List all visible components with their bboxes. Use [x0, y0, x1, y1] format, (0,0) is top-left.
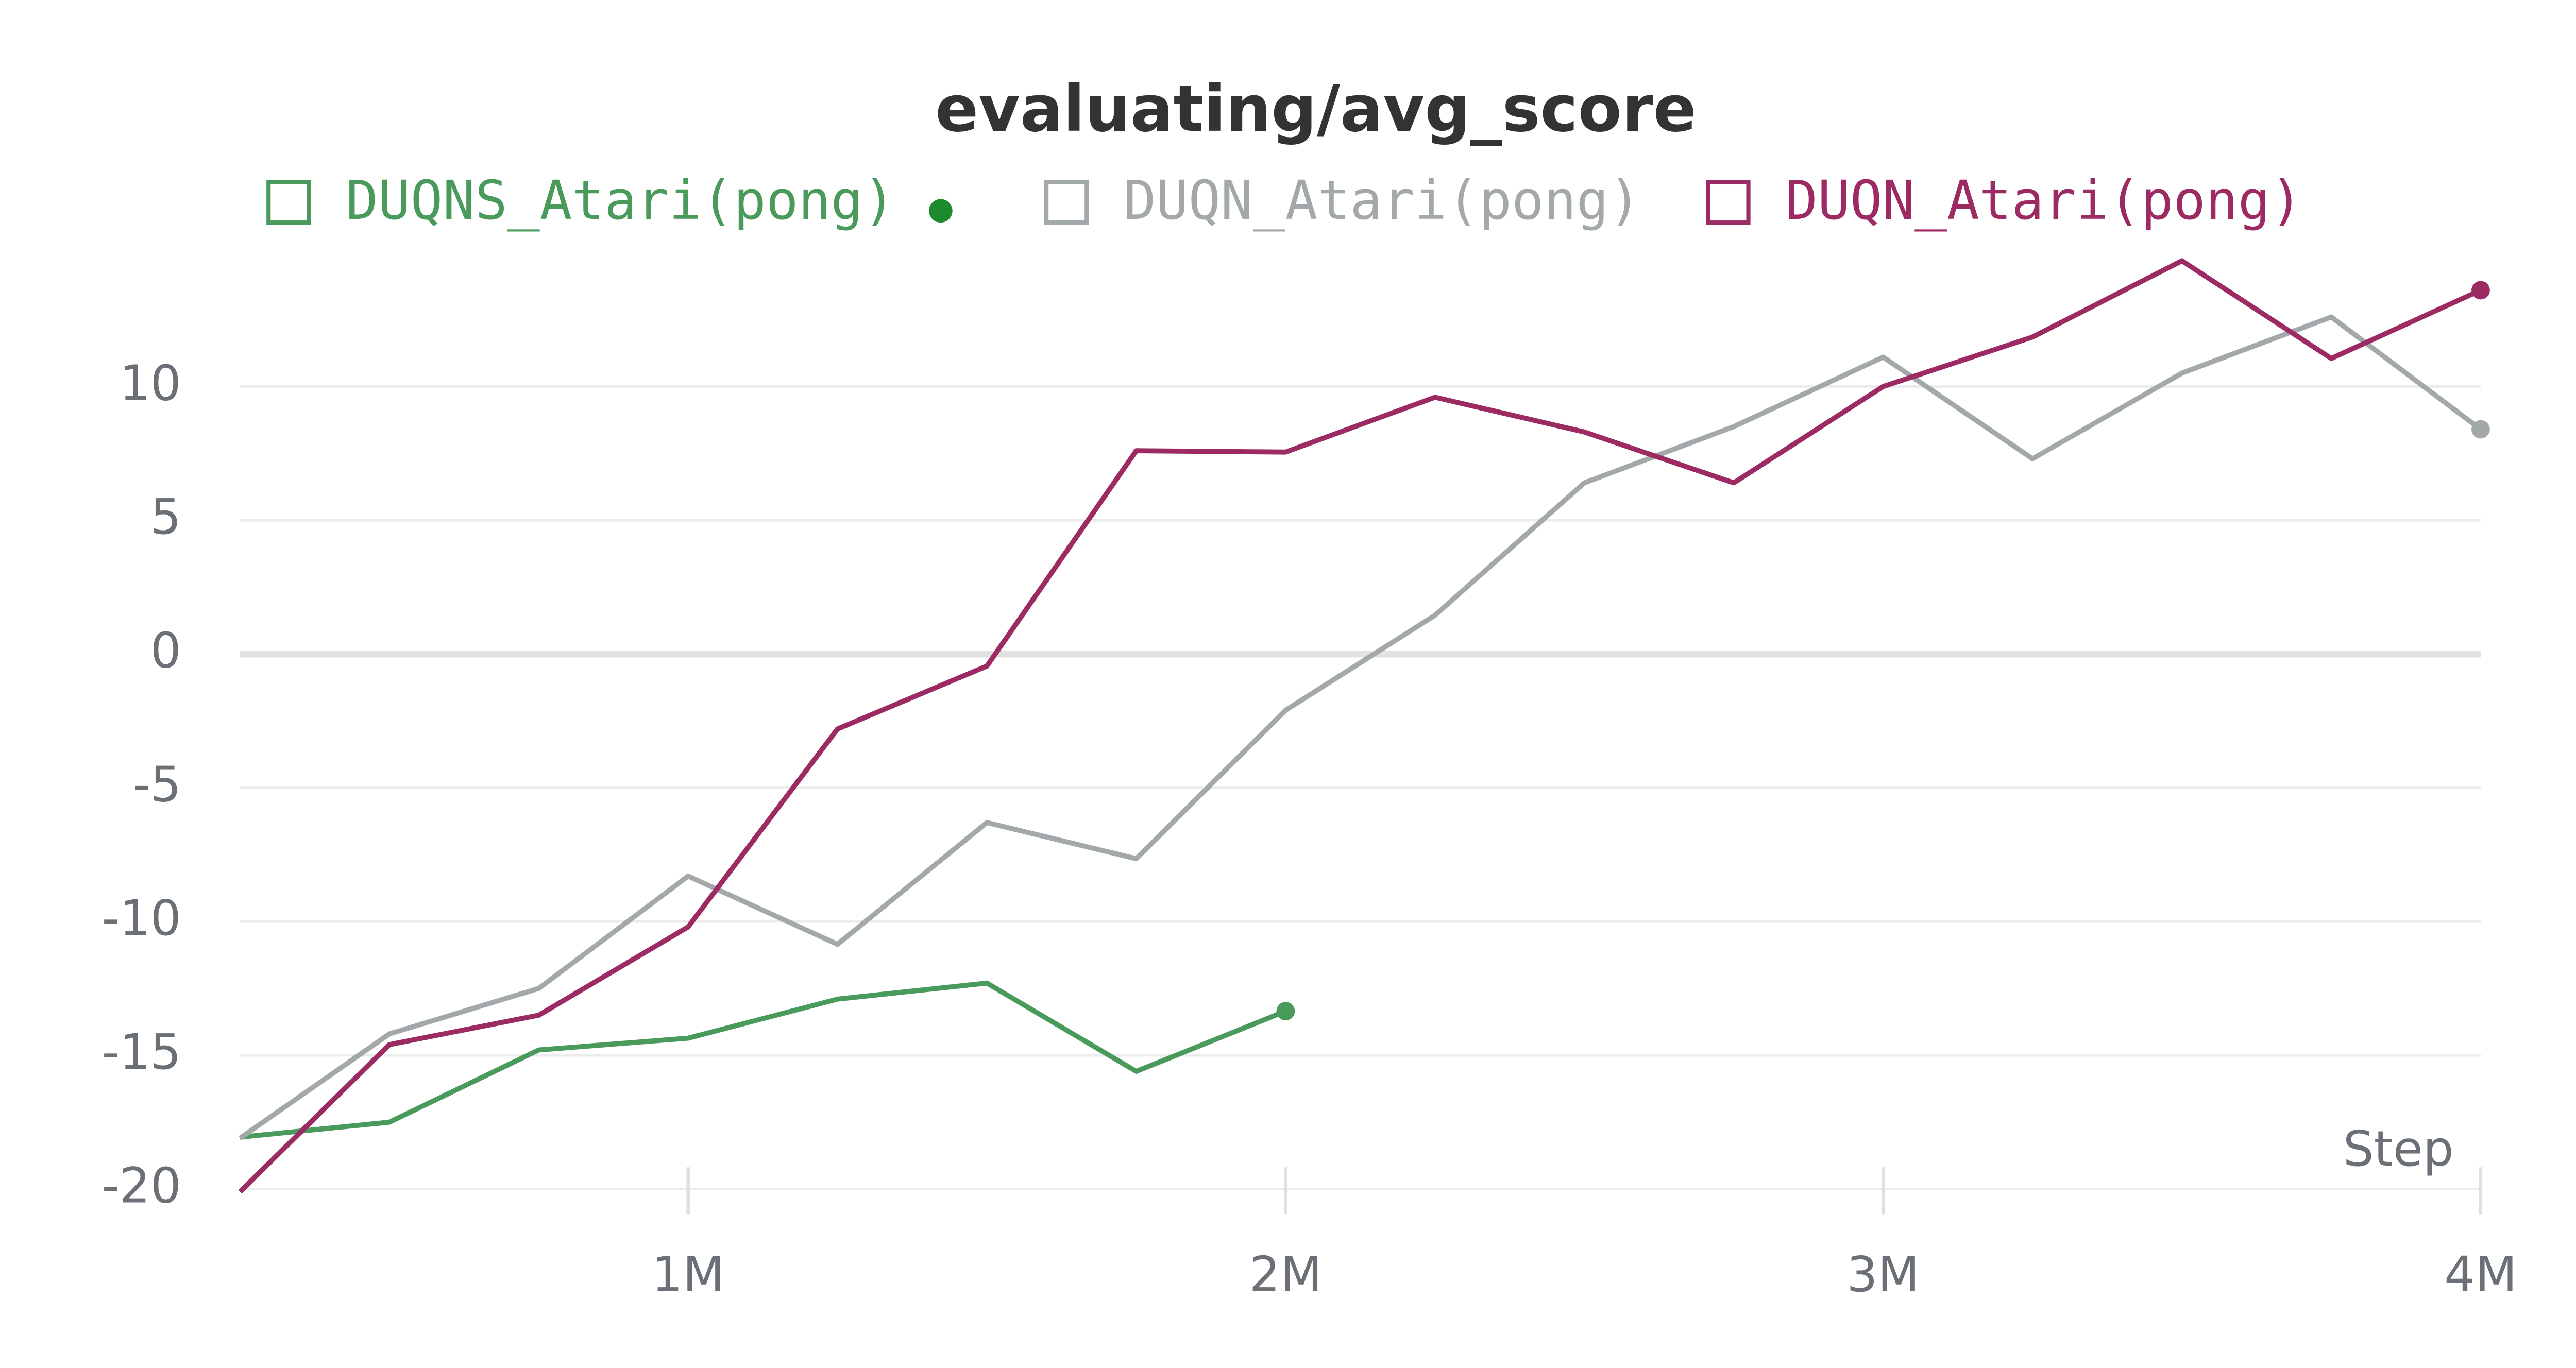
x-tick-label: 1M — [652, 1246, 725, 1303]
legend-swatch — [1044, 180, 1089, 225]
series-line — [239, 314, 2482, 1140]
x-axis-label: Step — [2343, 1121, 2454, 1177]
y-tick-label: 10 — [120, 355, 181, 412]
series-line — [240, 980, 1287, 1140]
x-tick-label: 3M — [1846, 1246, 1920, 1303]
end-point — [2471, 420, 2490, 439]
legend-label: DUQN_Atari(pong) — [1124, 169, 1641, 232]
y-tick-label: 0 — [150, 623, 181, 679]
legend-label: DUQNS_Atari(pong) — [346, 169, 895, 232]
legend: DUQNS_Atari(pong) DUQN_Atari(pong) DUQN_At… — [266, 169, 2302, 232]
y-tick-label: -20 — [102, 1157, 181, 1214]
y-tick-label: -5 — [133, 756, 181, 813]
y-tick-label: -10 — [102, 890, 181, 947]
legend-label: DUQN_Atari(pong) — [1785, 169, 2302, 232]
y-tick-label: 5 — [150, 489, 181, 545]
x-tick-label: 4M — [2444, 1246, 2517, 1303]
legend-highlight — [929, 199, 953, 223]
end-point — [1276, 1002, 1295, 1021]
y-tick-label: -15 — [102, 1024, 181, 1081]
end-point — [2471, 281, 2490, 300]
legend-swatch — [1706, 180, 1751, 225]
x-tick-label: 2M — [1249, 1246, 1323, 1303]
series-line — [238, 258, 2482, 1194]
chart-title: evaluating/avg_score — [935, 72, 1697, 146]
legend-swatch — [266, 180, 311, 225]
